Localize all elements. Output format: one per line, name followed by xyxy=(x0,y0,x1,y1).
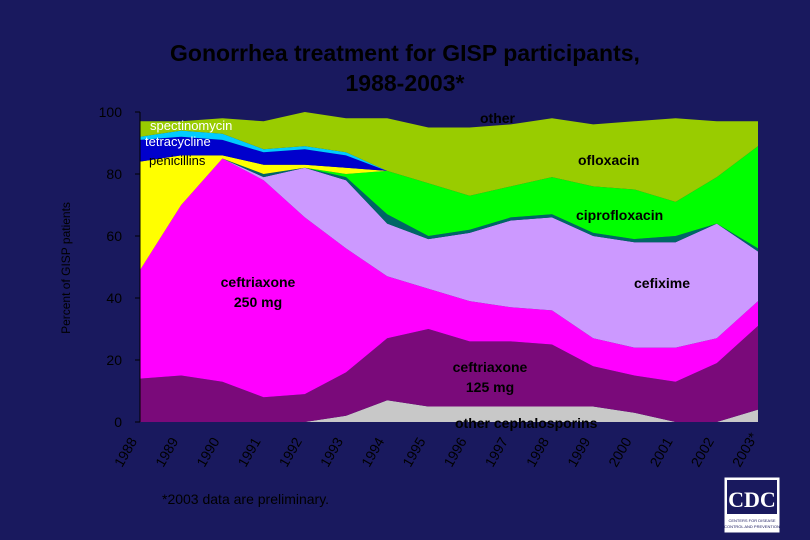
area-ceftriaxone-250-mg xyxy=(140,158,758,398)
x-tick-label: 2000 xyxy=(605,434,635,469)
x-tick-label: 1997 xyxy=(482,434,512,469)
svg-text:CONTROL AND PREVENTION: CONTROL AND PREVENTION xyxy=(724,524,780,529)
chart-areas xyxy=(140,112,758,422)
annotation-spectinomycin: spectinomycin xyxy=(150,118,232,133)
annotation-ciprofloxacin: ciprofloxacin xyxy=(576,207,663,223)
area-ofloxacin xyxy=(140,146,758,271)
y-tick-label: 40 xyxy=(106,290,122,306)
area-cefixime xyxy=(140,158,758,348)
title-line-1: Gonorrhea treatment for GISP participant… xyxy=(170,40,640,66)
y-tick-label: 0 xyxy=(114,414,122,430)
x-tick-label: 1991 xyxy=(234,434,264,469)
x-tick-label: 1989 xyxy=(152,434,182,469)
annotation-ceftriaxone-125-mg-line2: 125 mg xyxy=(466,379,514,395)
svg-text:CENTERS FOR DISEASE: CENTERS FOR DISEASE xyxy=(728,518,775,523)
area-other-cephalosporins xyxy=(140,400,758,422)
x-tick-label: 2003* xyxy=(729,429,761,469)
area-tetracycline xyxy=(140,136,758,202)
x-tick-label: 1994 xyxy=(358,434,388,469)
area-spectinomycin xyxy=(140,130,758,202)
annotation-ceftriaxone-125-mg: ceftriaxone xyxy=(453,359,528,375)
y-tick-label: 60 xyxy=(106,228,122,244)
annotation-other-cephalosporins: other cephalosporins xyxy=(455,415,598,431)
annotation-ceftriaxone-250-mg-line2: 250 mg xyxy=(234,294,282,310)
footnote: *2003 data are preliminary. xyxy=(162,491,330,507)
y-axis-label: Percent of GISP patients xyxy=(59,202,73,334)
x-tick-label: 1990 xyxy=(193,434,223,469)
x-tick-label: 1998 xyxy=(523,434,553,469)
area-ceftriaxone-125-mg xyxy=(140,325,758,422)
logo-text: CDC xyxy=(728,487,776,512)
x-tick-label: 1993 xyxy=(317,434,347,469)
y-tick-label: 20 xyxy=(106,352,122,368)
x-tick-label: 1999 xyxy=(564,434,594,469)
title-line-2: 1988-2003* xyxy=(345,70,465,96)
area-penicillins xyxy=(140,146,758,271)
x-tick-label: 1996 xyxy=(440,434,470,469)
annotation-tetracycline: tetracycline xyxy=(145,134,211,149)
annotation-penicillins: penicillins xyxy=(149,153,206,168)
annotation-ofloxacin: ofloxacin xyxy=(578,152,639,168)
x-tick-label: 2001 xyxy=(646,434,676,469)
annotation-cefixime: cefixime xyxy=(634,275,690,291)
y-tick-label: 100 xyxy=(99,104,123,120)
x-tick-label: 1992 xyxy=(276,434,306,469)
x-tick-label: 2002 xyxy=(688,434,718,469)
annotation-other: other xyxy=(480,110,516,126)
x-tick-label: 1988 xyxy=(111,434,141,469)
x-tick-label: 1995 xyxy=(399,434,429,469)
area-other xyxy=(140,112,758,202)
cdc-logo: CDC CENTERS FOR DISEASE CONTROL AND PREV… xyxy=(723,476,781,534)
chart-title: Gonorrhea treatment for GISP participant… xyxy=(0,38,810,98)
y-tick-label: 80 xyxy=(106,166,122,182)
annotation-ceftriaxone-250-mg: ceftriaxone xyxy=(221,274,296,290)
